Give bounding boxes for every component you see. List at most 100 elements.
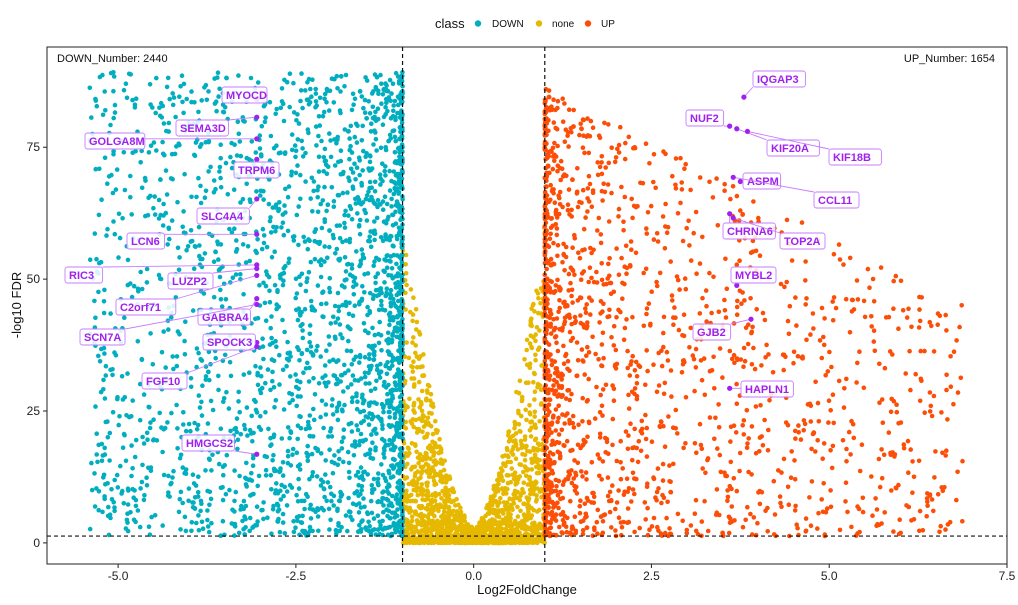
data-point <box>101 299 107 304</box>
data-point <box>354 249 359 254</box>
data-point <box>561 343 566 349</box>
data-point <box>298 520 304 525</box>
data-point <box>107 512 113 517</box>
data-point <box>556 432 562 437</box>
data-point <box>589 204 595 209</box>
data-point <box>158 212 163 218</box>
data-point <box>342 225 348 230</box>
data-point <box>857 349 862 355</box>
data-point <box>285 228 291 234</box>
data-point <box>414 365 420 370</box>
data-point <box>348 123 354 129</box>
data-point <box>369 194 374 200</box>
data-point <box>681 445 686 451</box>
data-point <box>280 511 286 517</box>
data-point <box>321 109 327 115</box>
data-point <box>891 529 896 534</box>
data-point <box>257 283 262 288</box>
data-point <box>388 287 394 293</box>
data-point <box>387 415 393 420</box>
data-point <box>896 326 901 332</box>
data-point <box>496 520 502 525</box>
data-point <box>110 372 115 378</box>
data-point <box>168 176 174 181</box>
data-point <box>274 344 279 350</box>
data-point <box>281 493 286 499</box>
data-point <box>772 512 778 517</box>
data-point <box>356 510 362 515</box>
data-point <box>324 348 329 354</box>
data-point <box>327 527 332 532</box>
data-point <box>269 531 274 536</box>
data-point <box>105 181 110 186</box>
data-point <box>576 422 581 428</box>
data-point <box>957 324 962 330</box>
data-point <box>253 316 258 322</box>
data-point <box>567 368 572 374</box>
data-point <box>558 158 564 164</box>
data-point <box>174 402 179 408</box>
data-point <box>861 385 867 391</box>
data-point <box>293 295 299 301</box>
data-point <box>152 194 157 199</box>
data-point <box>624 476 630 482</box>
data-point <box>243 476 249 482</box>
data-point <box>167 96 172 102</box>
data-point <box>692 441 698 446</box>
data-point <box>673 315 678 321</box>
data-point <box>358 491 363 497</box>
data-point <box>383 363 389 369</box>
data-point <box>464 540 469 546</box>
data-point <box>521 501 527 507</box>
data-point <box>625 446 631 452</box>
data-point <box>103 419 109 425</box>
data-point <box>421 519 427 524</box>
data-point <box>369 432 374 437</box>
data-point <box>495 511 500 517</box>
data-point <box>129 212 134 217</box>
data-point <box>608 280 614 286</box>
data-point <box>521 512 527 517</box>
data-point <box>734 304 740 310</box>
data-point <box>250 463 256 469</box>
data-point <box>794 522 799 527</box>
data-point <box>232 498 237 504</box>
data-point <box>591 279 597 285</box>
data-point <box>333 336 338 342</box>
data-point <box>375 197 381 203</box>
data-point <box>569 391 574 397</box>
data-point <box>236 399 241 404</box>
data-point <box>367 179 373 185</box>
data-point <box>393 114 398 120</box>
data-point <box>238 431 244 437</box>
data-point <box>98 259 104 265</box>
data-point <box>358 420 364 426</box>
data-point <box>641 270 646 276</box>
data-point <box>103 373 109 378</box>
data-point <box>102 351 107 356</box>
data-point <box>299 71 304 76</box>
data-point <box>390 318 396 323</box>
data-point <box>619 524 625 530</box>
data-point <box>96 507 101 513</box>
data-point <box>613 347 619 353</box>
data-point <box>357 354 363 360</box>
data-point <box>387 437 392 443</box>
data-point <box>169 480 174 486</box>
data-point <box>328 517 333 523</box>
data-point <box>125 511 130 516</box>
data-point <box>537 419 542 424</box>
data-point <box>246 157 252 162</box>
data-point <box>120 216 125 221</box>
data-point <box>521 469 526 475</box>
data-point <box>325 164 331 169</box>
data-point <box>640 180 646 186</box>
data-point <box>660 478 666 483</box>
data-point <box>595 531 600 536</box>
data-point <box>148 143 154 148</box>
data-point <box>532 397 537 402</box>
data-point <box>525 532 530 538</box>
data-point <box>385 330 391 336</box>
data-point <box>307 323 313 328</box>
data-point <box>561 361 567 367</box>
